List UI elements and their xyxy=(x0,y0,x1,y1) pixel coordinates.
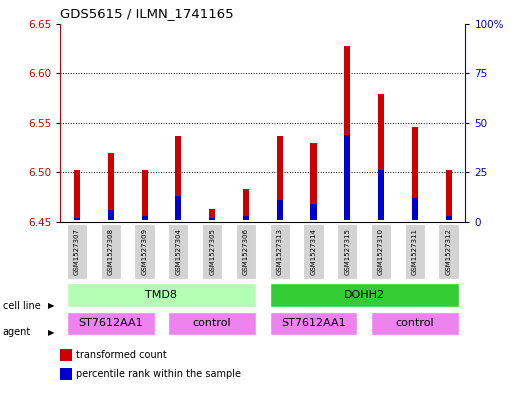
Text: GSM1527312: GSM1527312 xyxy=(446,228,451,275)
Text: GSM1527308: GSM1527308 xyxy=(108,228,114,275)
FancyBboxPatch shape xyxy=(269,312,357,335)
Text: DOHH2: DOHH2 xyxy=(344,290,385,300)
Text: GSM1527305: GSM1527305 xyxy=(209,228,215,275)
Bar xyxy=(108,152,114,220)
FancyBboxPatch shape xyxy=(405,224,425,279)
Text: GSM1527306: GSM1527306 xyxy=(243,228,249,275)
Bar xyxy=(378,171,384,220)
Text: ST7612AA1: ST7612AA1 xyxy=(78,318,143,328)
Text: GSM1527309: GSM1527309 xyxy=(142,228,147,275)
Text: GSM1527313: GSM1527313 xyxy=(277,228,283,275)
Bar xyxy=(243,189,249,220)
Bar xyxy=(209,209,215,220)
FancyBboxPatch shape xyxy=(269,283,459,307)
Bar xyxy=(412,127,418,220)
FancyBboxPatch shape xyxy=(371,224,391,279)
FancyBboxPatch shape xyxy=(67,283,256,307)
Text: GSM1527315: GSM1527315 xyxy=(344,228,350,275)
Bar xyxy=(243,216,249,220)
Bar xyxy=(74,171,80,220)
Bar xyxy=(74,218,80,220)
Bar xyxy=(412,198,418,220)
Bar xyxy=(277,136,283,220)
FancyBboxPatch shape xyxy=(438,224,459,279)
FancyBboxPatch shape xyxy=(303,224,324,279)
Bar xyxy=(175,136,181,220)
Text: GSM1527304: GSM1527304 xyxy=(175,228,181,275)
Text: cell line: cell line xyxy=(3,301,40,311)
Text: agent: agent xyxy=(3,327,31,337)
FancyBboxPatch shape xyxy=(236,224,256,279)
Text: GSM1527311: GSM1527311 xyxy=(412,228,418,275)
Text: GSM1527310: GSM1527310 xyxy=(378,228,384,275)
Bar xyxy=(277,200,283,220)
FancyBboxPatch shape xyxy=(100,224,121,279)
Bar xyxy=(311,143,316,220)
Text: GDS5615 / ILMN_1741165: GDS5615 / ILMN_1741165 xyxy=(60,7,234,20)
FancyBboxPatch shape xyxy=(269,224,290,279)
Bar xyxy=(311,204,316,220)
Bar xyxy=(209,218,215,220)
Bar xyxy=(175,196,181,220)
Text: ▶: ▶ xyxy=(48,301,54,310)
Text: TMD8: TMD8 xyxy=(145,290,177,300)
FancyBboxPatch shape xyxy=(168,224,188,279)
Text: percentile rank within the sample: percentile rank within the sample xyxy=(76,369,241,379)
Bar xyxy=(344,135,350,220)
Bar xyxy=(108,210,114,220)
FancyBboxPatch shape xyxy=(67,312,155,335)
Text: ▶: ▶ xyxy=(48,328,54,336)
FancyBboxPatch shape xyxy=(67,224,87,279)
Text: transformed count: transformed count xyxy=(76,350,167,360)
FancyBboxPatch shape xyxy=(337,224,357,279)
Bar xyxy=(142,216,147,220)
Bar xyxy=(142,171,147,220)
Text: GSM1527314: GSM1527314 xyxy=(311,228,316,275)
Bar xyxy=(446,171,452,220)
Text: ST7612AA1: ST7612AA1 xyxy=(281,318,346,328)
Text: control: control xyxy=(395,318,434,328)
Bar xyxy=(60,349,72,361)
Bar xyxy=(60,368,72,380)
Bar xyxy=(344,46,350,220)
Bar xyxy=(378,94,384,220)
Bar xyxy=(446,216,452,220)
Text: control: control xyxy=(193,318,232,328)
FancyBboxPatch shape xyxy=(134,224,155,279)
Text: GSM1527307: GSM1527307 xyxy=(74,228,80,275)
FancyBboxPatch shape xyxy=(168,312,256,335)
FancyBboxPatch shape xyxy=(202,224,222,279)
FancyBboxPatch shape xyxy=(371,312,459,335)
